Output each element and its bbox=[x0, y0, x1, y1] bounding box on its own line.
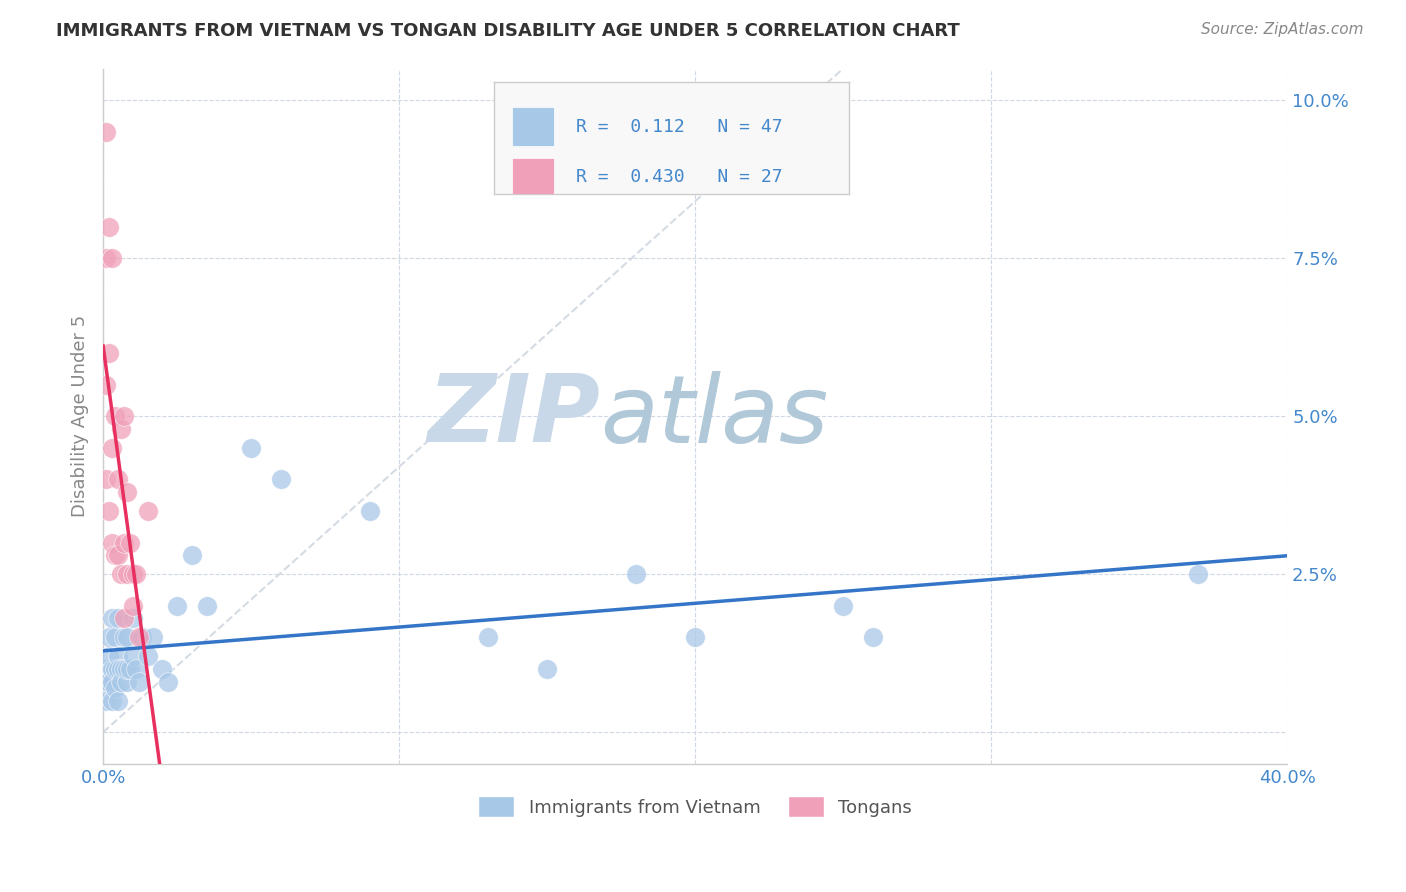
Point bbox=[115, 674, 138, 689]
Point bbox=[118, 662, 141, 676]
Point bbox=[107, 611, 129, 625]
Point bbox=[121, 649, 143, 664]
Point bbox=[359, 504, 381, 518]
Point bbox=[101, 251, 124, 265]
Y-axis label: Disability Age Under 5: Disability Age Under 5 bbox=[72, 315, 89, 517]
Point bbox=[115, 567, 138, 582]
Point bbox=[624, 567, 647, 582]
Point bbox=[115, 485, 138, 500]
Point bbox=[115, 662, 138, 676]
Point bbox=[121, 599, 143, 613]
Point bbox=[115, 631, 138, 645]
Point bbox=[136, 649, 159, 664]
Point bbox=[98, 346, 121, 360]
Point bbox=[150, 662, 173, 676]
Point bbox=[112, 662, 135, 676]
Point bbox=[104, 662, 127, 676]
Point bbox=[112, 611, 135, 625]
Point bbox=[94, 674, 117, 689]
Point bbox=[98, 219, 121, 234]
Point bbox=[94, 251, 117, 265]
Point bbox=[107, 548, 129, 562]
Point bbox=[157, 674, 180, 689]
Point bbox=[94, 472, 117, 486]
Point bbox=[94, 693, 117, 707]
Text: atlas: atlas bbox=[600, 371, 828, 462]
Text: IMMIGRANTS FROM VIETNAM VS TONGAN DISABILITY AGE UNDER 5 CORRELATION CHART: IMMIGRANTS FROM VIETNAM VS TONGAN DISABI… bbox=[56, 22, 960, 40]
Point bbox=[112, 409, 135, 424]
Point bbox=[101, 693, 124, 707]
Point bbox=[112, 535, 135, 549]
Point bbox=[195, 599, 218, 613]
Point bbox=[118, 535, 141, 549]
Point bbox=[832, 599, 855, 613]
Point bbox=[862, 631, 884, 645]
Point bbox=[125, 567, 148, 582]
Point bbox=[536, 662, 558, 676]
Point bbox=[107, 472, 129, 486]
Point bbox=[104, 409, 127, 424]
Point bbox=[98, 649, 121, 664]
Point bbox=[94, 662, 117, 676]
Point bbox=[131, 631, 153, 645]
Point bbox=[104, 681, 127, 695]
Point bbox=[101, 662, 124, 676]
Point bbox=[683, 631, 706, 645]
Point bbox=[128, 631, 150, 645]
Point bbox=[98, 674, 121, 689]
Point bbox=[104, 631, 127, 645]
Point bbox=[121, 567, 143, 582]
Point bbox=[112, 631, 135, 645]
Point bbox=[110, 567, 132, 582]
Point bbox=[101, 611, 124, 625]
Legend: Immigrants from Vietnam, Tongans: Immigrants from Vietnam, Tongans bbox=[471, 789, 920, 824]
Point bbox=[477, 631, 499, 645]
Text: ZIP: ZIP bbox=[427, 370, 600, 462]
Point bbox=[128, 674, 150, 689]
Point bbox=[107, 693, 129, 707]
Point bbox=[270, 472, 292, 486]
Point bbox=[110, 674, 132, 689]
Point bbox=[94, 125, 117, 139]
Point bbox=[121, 611, 143, 625]
Point bbox=[101, 674, 124, 689]
Point bbox=[1187, 567, 1209, 582]
Point bbox=[98, 504, 121, 518]
Point bbox=[107, 649, 129, 664]
Point bbox=[110, 662, 132, 676]
Point bbox=[107, 662, 129, 676]
Point bbox=[94, 377, 117, 392]
Point bbox=[110, 422, 132, 436]
Point bbox=[142, 631, 165, 645]
Point bbox=[125, 662, 148, 676]
Point bbox=[166, 599, 188, 613]
Point bbox=[136, 504, 159, 518]
Point bbox=[101, 441, 124, 455]
Point bbox=[101, 535, 124, 549]
Text: Source: ZipAtlas.com: Source: ZipAtlas.com bbox=[1201, 22, 1364, 37]
Point bbox=[104, 548, 127, 562]
Point bbox=[98, 631, 121, 645]
Point bbox=[240, 441, 263, 455]
Point bbox=[181, 548, 204, 562]
